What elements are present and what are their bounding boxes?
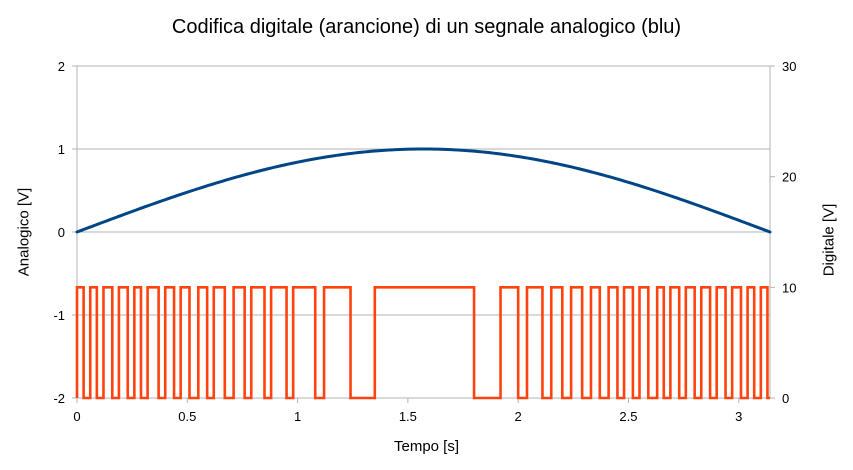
- series-analog-line: [75, 147, 772, 234]
- y2-tick-label: 20: [782, 170, 796, 185]
- series-layer: [75, 147, 772, 400]
- y-tick-label: 1: [58, 142, 65, 157]
- y-tick-label: 0: [58, 225, 65, 240]
- x-tick-label: 0.5: [178, 409, 196, 424]
- x-tick-label: 0: [73, 409, 80, 424]
- x-tick-label: 2: [515, 409, 522, 424]
- x-tick-label: 2.5: [619, 409, 637, 424]
- x-axis-label: Tempo [s]: [393, 438, 460, 455]
- y2-tick-label: 10: [782, 280, 796, 295]
- y-tick-label: -2: [53, 391, 65, 406]
- y2-tick-label: 30: [782, 59, 796, 74]
- x-tick-label: 3: [735, 409, 742, 424]
- y-tick-label: -1: [53, 308, 65, 323]
- y2-tick-label: 0: [782, 391, 789, 406]
- x-tick-label: 1: [294, 409, 301, 424]
- series-digital-line: [75, 286, 770, 400]
- x-tick-label: 1.5: [399, 409, 417, 424]
- y-tick-label: 2: [58, 59, 65, 74]
- chart-title: Codifica digitale (arancione) di un segn…: [171, 16, 682, 38]
